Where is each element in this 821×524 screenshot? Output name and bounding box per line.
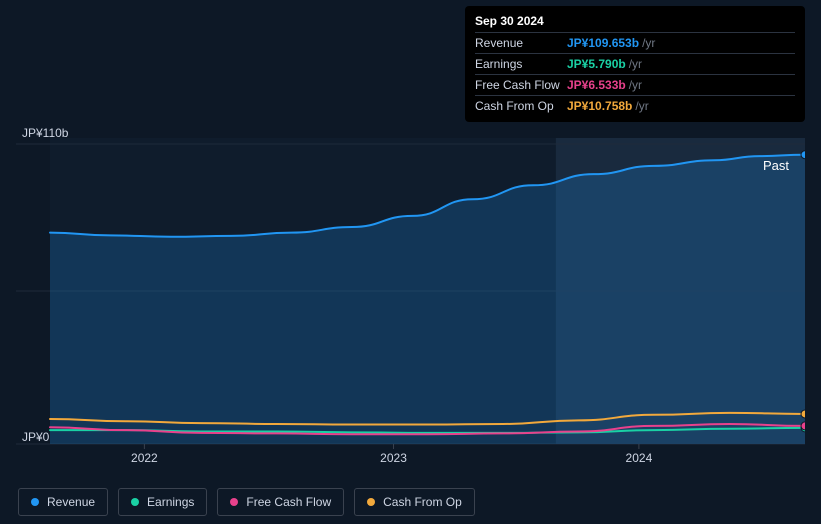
x-tick-label: 2024 [626,451,653,465]
legend-item-cfo[interactable]: Cash From Op [354,488,475,516]
tooltip-date: Sep 30 2024 [475,12,795,33]
tooltip-metric-unit: /yr [642,36,655,50]
tooltip-metric-label: Cash From Op [475,99,567,113]
y-axis-top-label: JP¥110b [22,126,68,140]
tooltip-row: RevenueJP¥109.653b/yr [475,33,795,54]
legend-swatch-revenue [31,498,39,506]
tooltip-row: Cash From OpJP¥10.758b/yr [475,96,795,116]
tooltip-metric-label: Revenue [475,36,567,50]
tooltip-metric-label: Free Cash Flow [475,78,567,92]
legend-label: Free Cash Flow [246,495,331,509]
tooltip-row: Free Cash FlowJP¥6.533b/yr [475,75,795,96]
tooltip-metric-unit: /yr [629,78,642,92]
legend-label: Earnings [147,495,194,509]
legend-label: Cash From Op [383,495,462,509]
legend: Revenue Earnings Free Cash Flow Cash From O… [18,488,475,516]
x-tick-label: 2022 [131,451,158,465]
legend-item-revenue[interactable]: Revenue [18,488,108,516]
financial-chart: 2022 2023 2024 JP¥110b JP¥0 Past Sep 30 20… [16,10,805,480]
tooltip-metric-unit: /yr [635,99,648,113]
tooltip-metric-value: JP¥109.653b [567,36,639,50]
x-tick-label: 2023 [380,451,407,465]
tooltip-metric-value: JP¥10.758b [567,99,632,113]
past-label: Past [763,158,789,173]
y-axis-bottom-label: JP¥0 [22,430,49,444]
tooltip-metric-value: JP¥6.533b [567,78,626,92]
tooltip-row: EarningsJP¥5.790b/yr [475,54,795,75]
legend-swatch-earnings [131,498,139,506]
legend-swatch-fcf [230,498,238,506]
chart-tooltip: Sep 30 2024 RevenueJP¥109.653b/yrEarning… [465,6,805,122]
legend-swatch-cfo [367,498,375,506]
tooltip-metric-unit: /yr [629,57,642,71]
tooltip-metric-label: Earnings [475,57,567,71]
legend-item-earnings[interactable]: Earnings [118,488,207,516]
tooltip-metric-value: JP¥5.790b [567,57,626,71]
legend-item-fcf[interactable]: Free Cash Flow [217,488,344,516]
legend-label: Revenue [47,495,95,509]
